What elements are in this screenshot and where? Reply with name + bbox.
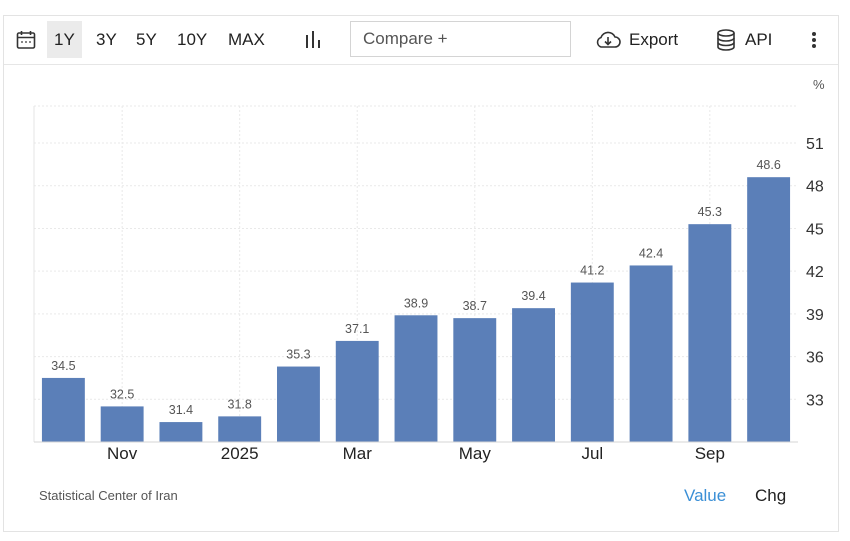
range-max-button[interactable]: MAX <box>228 29 265 49</box>
compare-input-wrapper <box>350 21 571 57</box>
y-tick-label: 33 <box>806 392 824 409</box>
database-icon <box>716 29 736 51</box>
x-tick-label: Jul <box>581 444 603 463</box>
range-10y-button[interactable]: 10Y <box>177 29 208 49</box>
data-label: 39.4 <box>521 289 545 303</box>
bar <box>218 416 262 442</box>
calendar-icon[interactable] <box>16 16 36 64</box>
value-tab[interactable]: Value <box>684 486 727 505</box>
range-3y-button[interactable]: 3Y <box>96 29 117 49</box>
data-label: 37.1 <box>345 322 369 336</box>
bar <box>100 406 144 442</box>
x-tick-label: Mar <box>343 444 373 463</box>
data-label: 38.7 <box>463 299 487 313</box>
more-vertical-icon[interactable] <box>810 16 818 64</box>
bar <box>512 308 555 442</box>
bar <box>747 177 791 442</box>
export-button[interactable]: Export <box>594 16 678 64</box>
x-tick-label: May <box>459 444 492 463</box>
x-tick-label: Nov <box>107 444 138 463</box>
bar-chart: 33 36 39 42 45 48 51% Nov 2025 Mar May Jul Sep 34.5 32… <box>33 77 825 463</box>
data-label: 41.2 <box>580 264 604 278</box>
range-5y-button[interactable]: 5Y <box>136 29 157 49</box>
y-tick-label: 48 <box>806 179 824 196</box>
bar <box>570 282 614 442</box>
bar <box>277 366 320 442</box>
api-label: API <box>745 30 773 49</box>
data-label: 42.4 <box>639 246 663 260</box>
y-tick-label: 51 <box>806 136 824 153</box>
data-label: 32.5 <box>110 387 134 401</box>
y-tick-label: 36 <box>806 350 824 367</box>
data-label: 48.6 <box>756 158 780 172</box>
y-tick-label: 42 <box>806 264 824 281</box>
data-label: 38.9 <box>404 296 428 310</box>
y-unit-label: % <box>813 77 825 92</box>
data-label: 31.4 <box>169 403 193 417</box>
bar <box>453 318 497 442</box>
cloud-download-icon <box>594 30 622 50</box>
chart-widget: 1Y 3Y 5Y 10Y MAX Export <box>3 15 839 532</box>
range-1y-button[interactable]: 1Y <box>47 21 82 58</box>
compare-input[interactable] <box>351 22 570 56</box>
data-label: 31.8 <box>228 397 252 411</box>
export-label: Export <box>629 30 679 49</box>
api-button[interactable]: API <box>716 16 772 64</box>
chg-tab[interactable]: Chg <box>755 486 787 505</box>
bar <box>394 315 438 442</box>
chart-toolbar: 1Y 3Y 5Y 10Y MAX Export <box>4 16 838 65</box>
bar <box>159 422 203 442</box>
x-tick-label: 2025 <box>221 444 259 463</box>
data-label: 34.5 <box>51 359 75 373</box>
bar <box>629 265 673 442</box>
bar <box>41 377 85 442</box>
y-tick-label: 39 <box>806 307 824 324</box>
bar-chart-icon[interactable] <box>303 16 323 64</box>
bar <box>335 340 379 442</box>
data-label: 35.3 <box>286 348 310 362</box>
bar <box>688 224 732 442</box>
y-tick-label: 45 <box>806 221 824 238</box>
x-tick-label: Sep <box>695 444 725 463</box>
data-label: 45.3 <box>698 205 722 219</box>
source-label: Statistical Center of Iran <box>39 488 178 503</box>
